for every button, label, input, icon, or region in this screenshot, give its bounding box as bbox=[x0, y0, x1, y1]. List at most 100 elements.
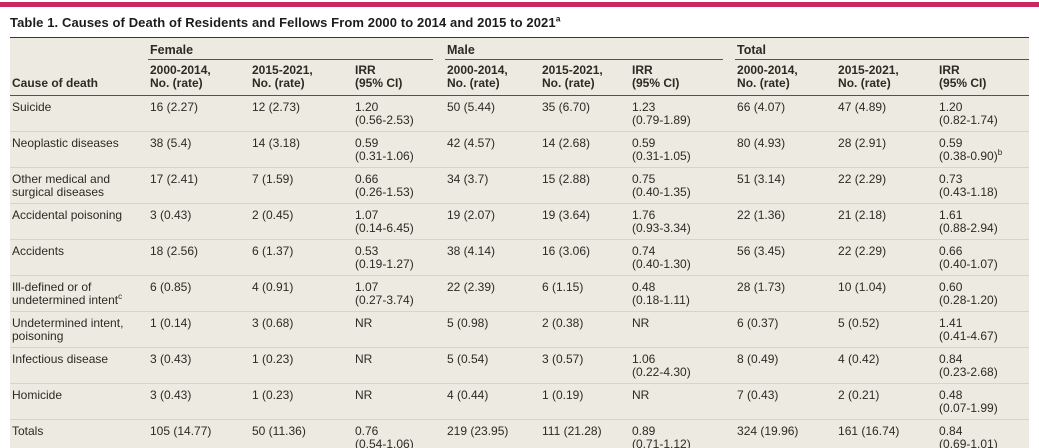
accent-bar bbox=[0, 2, 1039, 7]
table-row: Other medical and surgical diseases 17 (2… bbox=[10, 167, 1030, 204]
table-cell: 1.23 (0.79-1.89) bbox=[632, 100, 691, 128]
table-row: Neoplastic diseases 38 (5.4) 14 (3.18) 0.59… bbox=[10, 131, 1030, 168]
table-cell: NR bbox=[630, 311, 736, 348]
row-label: Other medical and surgical diseases bbox=[10, 167, 148, 204]
table-cell: 50 (11.36) bbox=[250, 419, 353, 448]
table-header: Cause of death Female Male Total 2000-20… bbox=[10, 37, 1030, 97]
table-row: Ill-defined or of undetermined intentc 6 … bbox=[10, 275, 1030, 312]
table-cell: 16 (2.27) bbox=[150, 100, 199, 115]
table-cell: 4 (0.91) bbox=[250, 275, 353, 312]
table-cell: 2 (0.38) bbox=[540, 311, 630, 348]
table-cell: 3 (0.43) bbox=[148, 383, 250, 420]
table-cell: 324 (19.96) bbox=[735, 419, 837, 448]
table-cell: 0.89 (0.71-1.12) bbox=[630, 419, 736, 448]
table-cell: 0.53 (0.19-1.27) bbox=[353, 239, 445, 276]
table-cell: 22 (1.36) bbox=[735, 203, 837, 240]
column-header-female-2000-2014: 2000-2014, No. (rate) bbox=[148, 60, 250, 97]
table-cell: 6 (1.15) bbox=[540, 275, 630, 312]
table-cell: 38 (5.4) bbox=[148, 131, 250, 168]
table-body: Suicide 16 (2.27) 12 (2.73) 1.20 (0.56-2.53… bbox=[10, 96, 1030, 448]
column-group-male: Male bbox=[445, 38, 735, 60]
table-title-text: Table 1. Causes of Death of Residents an… bbox=[10, 15, 556, 30]
row-label: Ill-defined or of undetermined intentc bbox=[10, 275, 148, 312]
row-label: Accidents bbox=[10, 239, 148, 276]
table-cell: 1 (0.23) bbox=[250, 347, 353, 384]
table-cell: 1.41 (0.41-4.67) bbox=[937, 311, 1030, 348]
table-cell: 12 (2.73) bbox=[252, 100, 301, 115]
table-cell: 1 (0.19) bbox=[540, 383, 630, 420]
row-label: Accidental poisoning bbox=[10, 203, 148, 240]
table-cell: 0.59 (0.38-0.90)b bbox=[937, 131, 1030, 168]
table-cell: 6 (0.37) bbox=[735, 311, 837, 348]
table-cell: 1.06 (0.22-4.30) bbox=[630, 347, 736, 384]
table-cell: 0.75 (0.40-1.35) bbox=[630, 167, 736, 204]
row-label: Undetermined intent, poisoning bbox=[10, 311, 148, 348]
footnote-marker: b bbox=[997, 148, 1003, 158]
table-cell: 1.61 (0.88-2.94) bbox=[937, 203, 1030, 240]
causes-of-death-table: Cause of death Female Male Total 2000-20… bbox=[10, 37, 1030, 448]
group-header-row: Cause of death Female Male Total bbox=[10, 37, 1030, 97]
table-cell: 1.07 (0.27-3.74) bbox=[353, 275, 445, 312]
table-cell: 22 (2.39) bbox=[445, 275, 540, 312]
column-header-total-2015-2021: 2015-2021, No. (rate) bbox=[836, 60, 938, 97]
column-header-male-irr: IRR (95% CI) bbox=[630, 60, 736, 97]
table-cell: 56 (3.45) bbox=[735, 239, 837, 276]
table-cell: 22 (2.29) bbox=[836, 167, 938, 204]
table-cell: 28 (2.91) bbox=[836, 131, 938, 168]
table-cell: 17 (2.41) bbox=[148, 167, 250, 204]
table-cell: 4 (0.42) bbox=[836, 347, 938, 384]
table-cell: 105 (14.77) bbox=[148, 419, 250, 448]
row-label: Homicide bbox=[10, 383, 148, 420]
sub-header-row: 2000-2014, No. (rate) 2015-2021, No. (ra… bbox=[10, 60, 1030, 97]
table-cell: 66 (4.07) bbox=[737, 100, 786, 115]
table-container: Cause of death Female Male Total 2000-20… bbox=[10, 37, 1030, 448]
table-cell: 219 (23.95) bbox=[445, 419, 540, 448]
table-cell: 2 (0.21) bbox=[836, 383, 938, 420]
table-cell: 35 (6.70) bbox=[542, 100, 591, 115]
table-cell: 0.48 (0.18-1.11) bbox=[630, 275, 736, 312]
column-header-female-irr: IRR (95% CI) bbox=[353, 60, 445, 97]
table-cell: 0.59 (0.31-1.06) bbox=[353, 131, 445, 168]
table-cell: 42 (4.57) bbox=[445, 131, 540, 168]
table-row: Accidents 18 (2.56) 6 (1.37) 0.53 (0.19-1.2… bbox=[10, 239, 1030, 276]
table-cell: 1.20 (0.56-2.53) bbox=[355, 100, 414, 128]
group-label-male: Male bbox=[445, 43, 724, 60]
table-cell: 38 (4.14) bbox=[445, 239, 540, 276]
column-header-male-2015-2021: 2015-2021, No. (rate) bbox=[540, 60, 630, 97]
table-cell: 5 (0.52) bbox=[836, 311, 938, 348]
table-cell: 19 (2.07) bbox=[445, 203, 540, 240]
table-cell: 28 (1.73) bbox=[735, 275, 837, 312]
row-label: Totals bbox=[10, 419, 148, 448]
group-label-female: Female bbox=[148, 43, 433, 60]
column-group-total: Total bbox=[735, 38, 1030, 60]
table-cell: NR bbox=[630, 383, 736, 420]
table-cell: 1.07 (0.14-6.45) bbox=[353, 203, 445, 240]
table-cell: 5 (0.98) bbox=[445, 311, 540, 348]
table-row: Undetermined intent, poisoning 1 (0.14) 3 … bbox=[10, 311, 1030, 348]
table-cell: 0.48 (0.07-1.99) bbox=[937, 383, 1030, 420]
table-cell: 6 (0.85) bbox=[148, 275, 250, 312]
table-cell: NR bbox=[353, 383, 445, 420]
table-cell: NR bbox=[353, 347, 445, 384]
table-cell: 10 (1.04) bbox=[836, 275, 938, 312]
table-cell: 0.66 (0.40-1.07) bbox=[937, 239, 1030, 276]
table-cell: 19 (3.64) bbox=[540, 203, 630, 240]
table-cell: 3 (0.43) bbox=[148, 203, 250, 240]
table-cell: 0.73 (0.43-1.18) bbox=[937, 167, 1030, 204]
table-cell: 16 (3.06) bbox=[540, 239, 630, 276]
table-cell: 8 (0.49) bbox=[735, 347, 837, 384]
table-cell: 51 (3.14) bbox=[735, 167, 837, 204]
table-row: Accidental poisoning 3 (0.43) 2 (0.45) 1.07… bbox=[10, 203, 1030, 240]
table-cell: 47 (4.89) bbox=[838, 100, 887, 115]
table-row: Infectious disease 3 (0.43) 1 (0.23) NR 5 (0… bbox=[10, 347, 1030, 384]
group-label-total: Total bbox=[735, 43, 1030, 60]
table-cell: 7 (1.59) bbox=[250, 167, 353, 204]
table-cell: 0.84 (0.23-2.68) bbox=[937, 347, 1030, 384]
table-row: Homicide 3 (0.43) 1 (0.23) NR 4 (0.44) 1 (0.1… bbox=[10, 383, 1030, 420]
table-cell: 2 (0.45) bbox=[250, 203, 353, 240]
table-cell: 0.76 (0.54-1.06) bbox=[353, 419, 445, 448]
table-cell: 22 (2.29) bbox=[836, 239, 938, 276]
table-cell: 5 (0.54) bbox=[445, 347, 540, 384]
table-cell: 34 (3.7) bbox=[445, 167, 540, 204]
table-row: Suicide 16 (2.27) 12 (2.73) 1.20 (0.56-2.53… bbox=[10, 96, 1029, 132]
